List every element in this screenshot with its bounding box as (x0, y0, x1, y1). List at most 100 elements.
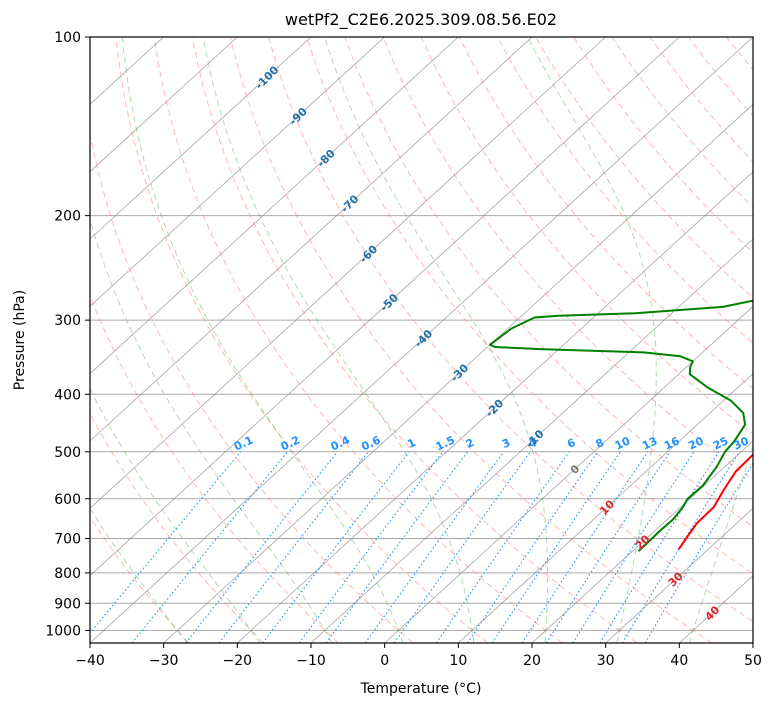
isotherm-line (163, 103, 753, 643)
mixing-ratio-label: 6 (565, 436, 578, 451)
mixing-ratio-label: 1.5 (434, 433, 457, 453)
isotherm-line (90, 37, 238, 173)
mixing-ratio-label: 0.1 (232, 433, 255, 453)
isotherm-line (605, 507, 753, 643)
mixing-ratio-line (435, 451, 570, 643)
mixing-ratio-label: 25 (711, 434, 730, 452)
dry-adiabat-line (153, 37, 563, 643)
mixing-ratio-label: 13 (640, 434, 659, 452)
mixing-ratio-label: 16 (662, 434, 682, 452)
dry-adiabat-line (382, 37, 753, 481)
y-tick-label: 400 (54, 387, 81, 403)
x-tick-label: −10 (296, 653, 326, 669)
dewpoint-profile-line (489, 299, 753, 552)
isotherm-line (384, 305, 753, 643)
moist-adiabat-line (324, 37, 549, 643)
mixing-ratio-line (545, 451, 671, 643)
dry-adiabat-line (268, 37, 753, 623)
dry-adiabat-line (458, 37, 753, 390)
isotherm-line (90, 37, 680, 577)
dry-adiabat-line (90, 516, 190, 643)
mixing-ratio-line (325, 451, 468, 643)
mixing-ratio-line (599, 451, 720, 643)
isotherm-line (90, 37, 385, 307)
mixing-ratio-label: 3 (500, 436, 512, 451)
x-tick-label: 50 (744, 653, 762, 669)
isotherm-line (531, 440, 753, 643)
dry-adiabat-line (687, 37, 753, 117)
mixing-ratio-label: 20 (686, 434, 706, 452)
moist-adiabat-line (202, 37, 475, 643)
mixing-ratio-line (621, 451, 740, 643)
dry-adiabat-line (191, 37, 638, 643)
x-tick-label: 0 (380, 653, 389, 669)
moist-adiabat-line (90, 507, 188, 643)
y-tick-label: 600 (54, 492, 81, 508)
mixing-ratio-line (491, 451, 621, 643)
dry-adiabat-line (611, 37, 753, 208)
mixing-ratio-label: 2 (464, 436, 476, 451)
mixing-ratio-line (393, 451, 531, 643)
isotherm-line (90, 37, 312, 240)
x-tick-label: 20 (523, 653, 541, 669)
mixing-ratio-label: 0.2 (279, 433, 302, 453)
moist-adiabat-line (90, 217, 333, 643)
x-tick-label: 10 (449, 653, 467, 669)
mixing-ratio-line (644, 462, 753, 643)
chart-title: wetPf2_C2E6.2025.309.08.56.E02 (285, 10, 557, 30)
mixing-ratio-line (298, 451, 444, 643)
isotherm-line (458, 373, 753, 643)
x-axis-label: Temperature (°C) (360, 681, 482, 697)
mixing-ratio-line (90, 451, 242, 634)
x-tick-label: −30 (149, 653, 179, 669)
mixing-ratio-line (218, 451, 369, 643)
y-tick-label: 700 (54, 532, 81, 548)
y-tick-label: 300 (54, 313, 81, 329)
dry-adiabat-line (115, 37, 488, 643)
mixing-ratio-line (262, 451, 410, 643)
dry-adiabat-line (726, 37, 753, 71)
isotherm-line (90, 37, 533, 442)
isotherm-line (90, 37, 753, 643)
dry-adiabat-line (420, 37, 753, 435)
mixing-ratio-line (521, 451, 649, 643)
y-axis-label: Pressure (hPa) (12, 290, 28, 390)
dry-adiabat-line (496, 37, 753, 344)
isotherm-line (90, 37, 459, 375)
dry-adiabat-line (535, 37, 753, 299)
x-tick-label: −40 (75, 653, 105, 669)
mixing-ratio-label: 0.6 (359, 433, 382, 453)
mixing-ratio-line (131, 451, 289, 643)
x-tick-label: −20 (223, 653, 253, 669)
y-tick-label: 100 (54, 30, 81, 46)
plot-area (90, 37, 775, 643)
y-tick-label: 900 (54, 596, 81, 612)
dry-adiabat-line (90, 412, 264, 643)
mixing-ratio-line (185, 451, 339, 643)
mixing-ratio-line (364, 451, 505, 643)
dry-adiabat-line (229, 37, 712, 643)
dry-adiabat-line (573, 37, 753, 254)
dry-adiabat-line (765, 37, 775, 643)
y-tick-label: 800 (54, 566, 81, 582)
x-tick-label: 40 (670, 653, 688, 669)
dry-adiabat-line (344, 37, 753, 528)
y-tick-label: 1000 (45, 623, 81, 639)
moist-adiabat-line (688, 444, 753, 643)
y-tick-label: 200 (54, 209, 81, 225)
y-tick-label: 500 (54, 445, 81, 461)
mixing-ratio-label: 0.4 (329, 433, 352, 453)
isotherm-line (310, 238, 753, 643)
mixing-ratio-line (467, 451, 599, 643)
moist-adiabat-line (90, 387, 261, 643)
mixing-ratio-label: 8 (594, 436, 606, 451)
moist-adiabat-line (121, 37, 404, 643)
isotherm-line (752, 642, 753, 643)
mixing-ratio-label: 1 (405, 436, 417, 451)
isotherm-line (90, 37, 606, 509)
temperature-profile-line (677, 453, 753, 550)
x-tick-label: 30 (597, 653, 615, 669)
dry-adiabat-line (90, 131, 414, 643)
axes: −40 −30 −20 −10 0 10 20 30 40 5010020030040050060… (45, 30, 762, 669)
